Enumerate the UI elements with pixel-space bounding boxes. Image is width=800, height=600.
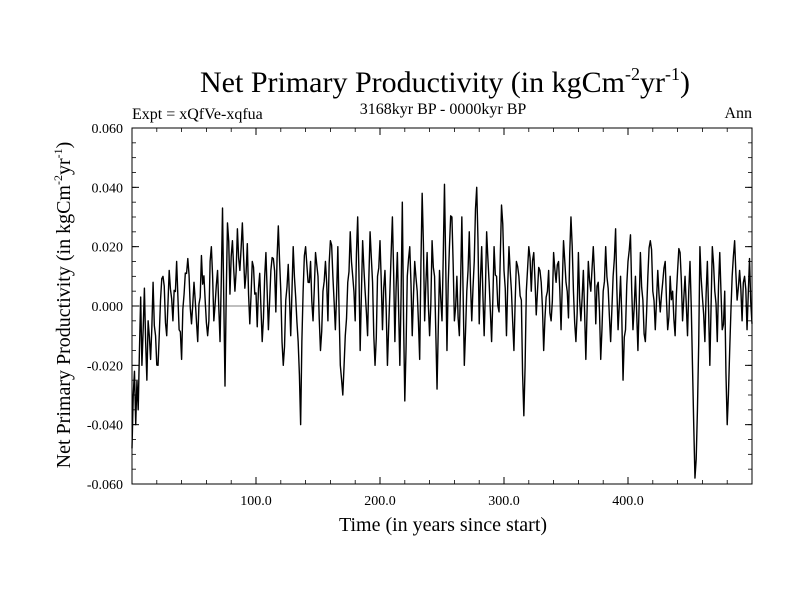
y-tick-label: 0.040 bbox=[92, 181, 124, 196]
x-axis-label: Time (in years since start) bbox=[339, 514, 547, 536]
x-tick-label: 400.0 bbox=[612, 494, 644, 509]
subtitle-right: Ann bbox=[724, 105, 752, 122]
plot-frame bbox=[131, 127, 753, 485]
y-axis-label-end: ) bbox=[53, 142, 75, 149]
chart-title-main: Net Primary Productivity (in kgCm bbox=[200, 66, 625, 99]
y-axis-label-mid: yr bbox=[53, 158, 75, 175]
y-tick-label: 0.000 bbox=[92, 300, 124, 315]
y-axis-label-sup2: -1 bbox=[51, 148, 65, 158]
x-tick-label: 300.0 bbox=[488, 494, 520, 509]
x-tick-label: 100.0 bbox=[240, 494, 272, 509]
series-group bbox=[131, 183, 753, 479]
y-axis-label: Net Primary Productivity (in kgCm-2yr-1) bbox=[51, 142, 75, 469]
chart-title-mid: yr bbox=[640, 66, 665, 99]
x-tick-label: 200.0 bbox=[364, 494, 396, 509]
chart-title-sup2: -1 bbox=[665, 64, 680, 84]
y-tick-label: 0.060 bbox=[92, 122, 124, 137]
y-tick-label: -0.020 bbox=[87, 359, 123, 374]
y-axis-label-sup1: -2 bbox=[51, 175, 65, 185]
y-tick-label: 0.020 bbox=[92, 241, 124, 256]
axis-tick-labels: 0.060 0.040 0.020 0.000 -0.020 -0.040 -0.060 10… bbox=[87, 122, 644, 509]
series-line bbox=[131, 183, 753, 479]
chart-title: Net Primary Productivity (in kgCm-2yr-1) bbox=[200, 64, 690, 99]
y-tick-label: -0.040 bbox=[87, 419, 123, 434]
chart-title-end: ) bbox=[680, 66, 690, 99]
chart-title-sup1: -2 bbox=[625, 64, 640, 84]
y-tick-label: -0.060 bbox=[87, 478, 123, 493]
y-axis-label-main: Net Primary Productivity (in kgCm bbox=[53, 185, 75, 469]
subtitle-center: 3168kyr BP - 0000kyr BP bbox=[360, 101, 527, 118]
subtitle-left: Expt = xQfVe-xqfua bbox=[132, 106, 263, 123]
